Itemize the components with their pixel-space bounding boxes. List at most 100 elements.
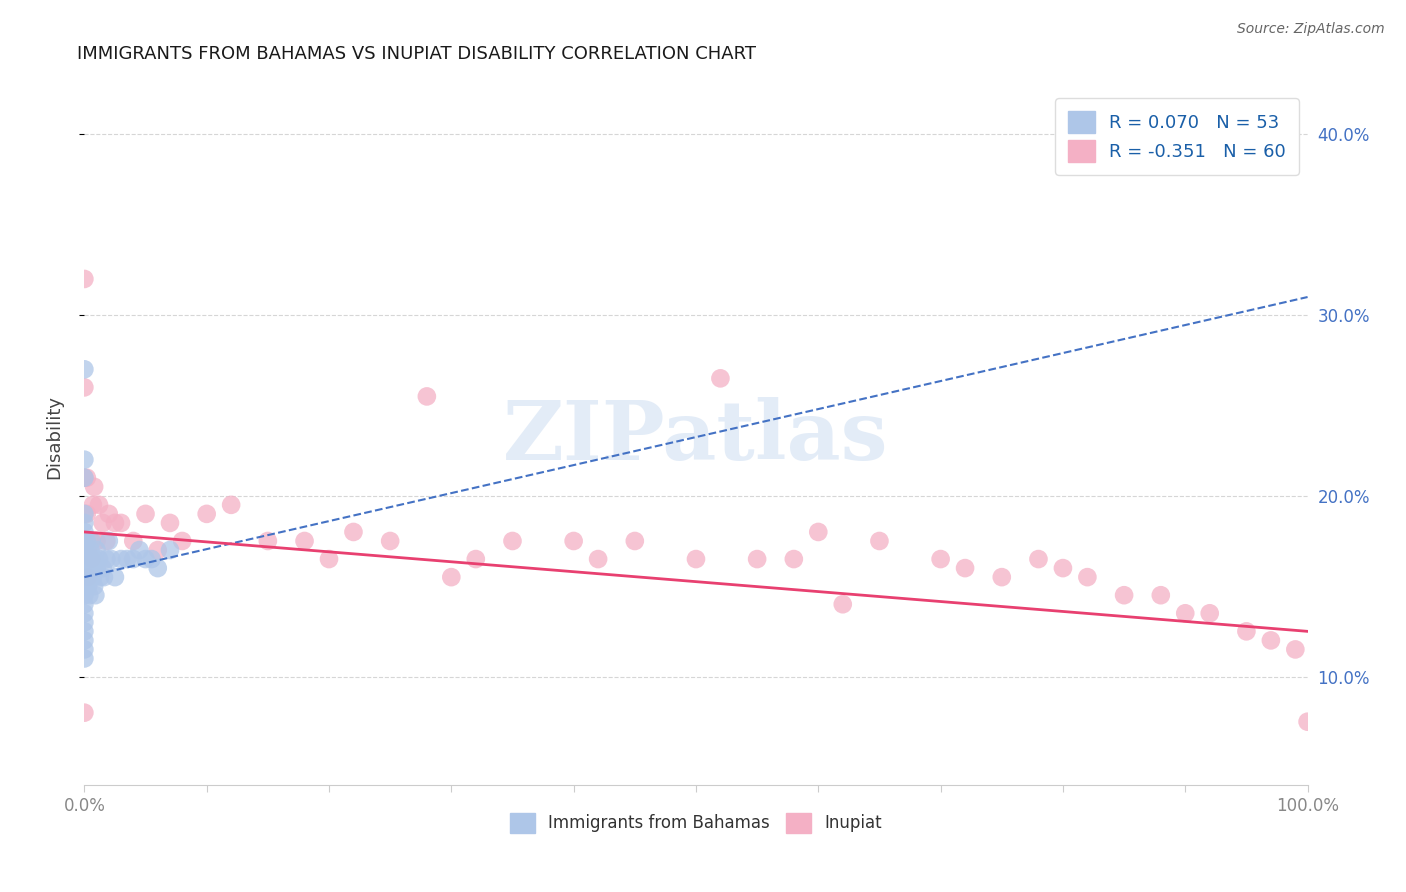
Point xyxy=(146,561,169,575)
Point xyxy=(77,543,100,558)
Point xyxy=(110,552,132,566)
Point xyxy=(586,552,609,566)
Point xyxy=(869,533,891,548)
Point xyxy=(1028,552,1050,566)
Point xyxy=(93,570,115,584)
Point xyxy=(86,533,108,548)
Text: Source: ZipAtlas.com: Source: ZipAtlas.com xyxy=(1237,22,1385,37)
Point xyxy=(91,516,114,530)
Point xyxy=(73,507,96,521)
Point xyxy=(73,642,96,657)
Point xyxy=(97,507,120,521)
Point xyxy=(929,552,952,566)
Point xyxy=(1114,588,1136,602)
Y-axis label: Disability: Disability xyxy=(45,395,63,479)
Point xyxy=(77,570,100,584)
Point xyxy=(77,588,100,602)
Point xyxy=(122,552,145,566)
Point xyxy=(96,533,118,548)
Point xyxy=(1150,588,1173,602)
Point xyxy=(502,533,524,548)
Point xyxy=(135,507,157,521)
Point xyxy=(685,552,707,566)
Point xyxy=(219,498,242,512)
Point xyxy=(73,471,96,485)
Point xyxy=(73,561,96,575)
Point xyxy=(73,471,96,485)
Point xyxy=(83,552,105,566)
Point xyxy=(73,624,96,639)
Point xyxy=(1236,624,1258,639)
Point xyxy=(83,480,105,494)
Point xyxy=(747,552,769,566)
Point xyxy=(991,570,1014,584)
Point xyxy=(97,533,120,548)
Point xyxy=(624,533,647,548)
Point xyxy=(91,561,114,575)
Point xyxy=(1076,570,1098,584)
Point xyxy=(79,543,101,558)
Point xyxy=(342,524,364,539)
Point xyxy=(122,533,145,548)
Point xyxy=(73,380,96,394)
Point xyxy=(416,389,439,403)
Point xyxy=(86,561,108,575)
Point xyxy=(73,633,96,648)
Point xyxy=(159,516,181,530)
Point xyxy=(87,552,110,566)
Point xyxy=(73,507,96,521)
Point xyxy=(110,516,132,530)
Point xyxy=(73,597,96,611)
Legend: Immigrants from Bahamas, Inupiat: Immigrants from Bahamas, Inupiat xyxy=(496,799,896,847)
Text: ZIPatlas: ZIPatlas xyxy=(503,397,889,477)
Point xyxy=(73,516,96,530)
Point xyxy=(294,533,316,548)
Point xyxy=(100,552,122,566)
Point xyxy=(73,362,96,376)
Point xyxy=(76,507,98,521)
Point xyxy=(380,533,402,548)
Point xyxy=(80,552,103,566)
Point xyxy=(73,588,96,602)
Point xyxy=(82,570,104,584)
Point xyxy=(86,543,108,558)
Point xyxy=(1198,607,1220,621)
Point xyxy=(831,597,853,611)
Point xyxy=(77,579,100,593)
Point xyxy=(82,498,104,512)
Point xyxy=(172,533,194,548)
Point xyxy=(464,552,486,566)
Point xyxy=(77,570,100,584)
Point xyxy=(1174,607,1197,621)
Point xyxy=(73,543,96,558)
Point xyxy=(115,552,138,566)
Point xyxy=(1260,633,1282,648)
Point xyxy=(80,533,103,548)
Point xyxy=(73,452,96,467)
Point xyxy=(76,533,98,548)
Point xyxy=(89,570,111,584)
Point xyxy=(807,524,830,539)
Text: IMMIGRANTS FROM BAHAMAS VS INUPIAT DISABILITY CORRELATION CHART: IMMIGRANTS FROM BAHAMAS VS INUPIAT DISAB… xyxy=(77,45,756,62)
Point xyxy=(73,272,96,286)
Point xyxy=(1296,714,1319,729)
Point xyxy=(709,371,731,385)
Point xyxy=(104,516,127,530)
Point xyxy=(73,615,96,630)
Point xyxy=(83,579,105,593)
Point xyxy=(257,533,280,548)
Point xyxy=(195,507,218,521)
Point xyxy=(73,552,96,566)
Point xyxy=(141,552,163,566)
Point xyxy=(79,570,101,584)
Point xyxy=(128,543,150,558)
Point xyxy=(87,498,110,512)
Point xyxy=(440,570,463,584)
Point xyxy=(79,533,101,548)
Point xyxy=(73,524,96,539)
Point xyxy=(159,543,181,558)
Point xyxy=(73,607,96,621)
Point xyxy=(80,561,103,575)
Point xyxy=(146,543,169,558)
Point xyxy=(73,570,96,584)
